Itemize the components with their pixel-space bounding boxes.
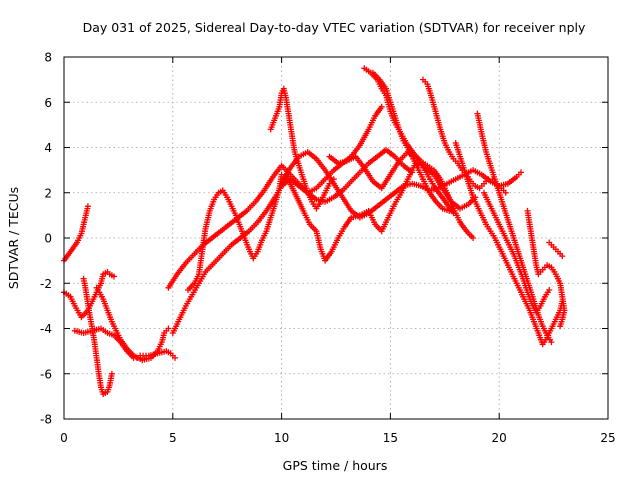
data-points [61, 65, 568, 398]
data-point [108, 370, 115, 377]
x-tick-label: 20 [492, 431, 507, 445]
data-point [546, 287, 553, 293]
y-tick-label: 0 [44, 232, 52, 246]
chart-title: Day 031 of 2025, Sidereal Day-to-day VTE… [83, 20, 586, 35]
grid [64, 57, 608, 419]
x-tick-label: 15 [383, 431, 398, 445]
series-track-4 [80, 275, 115, 398]
data-point [446, 207, 453, 214]
data-point [172, 354, 178, 361]
x-tick-label: 10 [274, 431, 289, 445]
data-point [518, 169, 524, 176]
y-tick-label: 6 [44, 96, 52, 110]
series-track-1 [61, 203, 91, 264]
x-tick-label: 25 [600, 431, 615, 445]
data-point [470, 235, 477, 241]
y-tick-label: 8 [44, 51, 52, 65]
data-point [548, 339, 555, 346]
data-point [557, 323, 564, 330]
data-point [84, 203, 91, 210]
series-track-9 [185, 171, 285, 293]
series-track-15 [370, 69, 453, 214]
series-track-20 [524, 207, 568, 330]
y-tick-label: 2 [44, 186, 52, 200]
y-tick-label: -6 [40, 367, 52, 381]
y-tick-label: -2 [40, 277, 52, 291]
y-tick-label: -4 [40, 322, 52, 336]
x-axis-title: GPS time / hours [283, 458, 388, 473]
y-tick-label: 4 [44, 141, 52, 155]
data-point [165, 325, 172, 332]
series-track-19 [481, 189, 553, 316]
y-tick-label: -8 [40, 413, 52, 427]
y-axis-title: SDTVAR / TECUs [6, 187, 21, 289]
x-tick-label: 5 [169, 431, 177, 445]
axes: 0 5 10 15 20 25 -8 -6 -4 -2 0 2 4 6 8 [40, 51, 616, 446]
x-tick-label: 0 [60, 431, 68, 445]
data-point [559, 253, 566, 260]
series-track-18 [474, 110, 555, 346]
data-point [378, 103, 385, 110]
data-point [111, 273, 117, 280]
series-track-6 [137, 348, 178, 361]
series-track-21 [546, 239, 566, 260]
data-point [502, 189, 509, 196]
